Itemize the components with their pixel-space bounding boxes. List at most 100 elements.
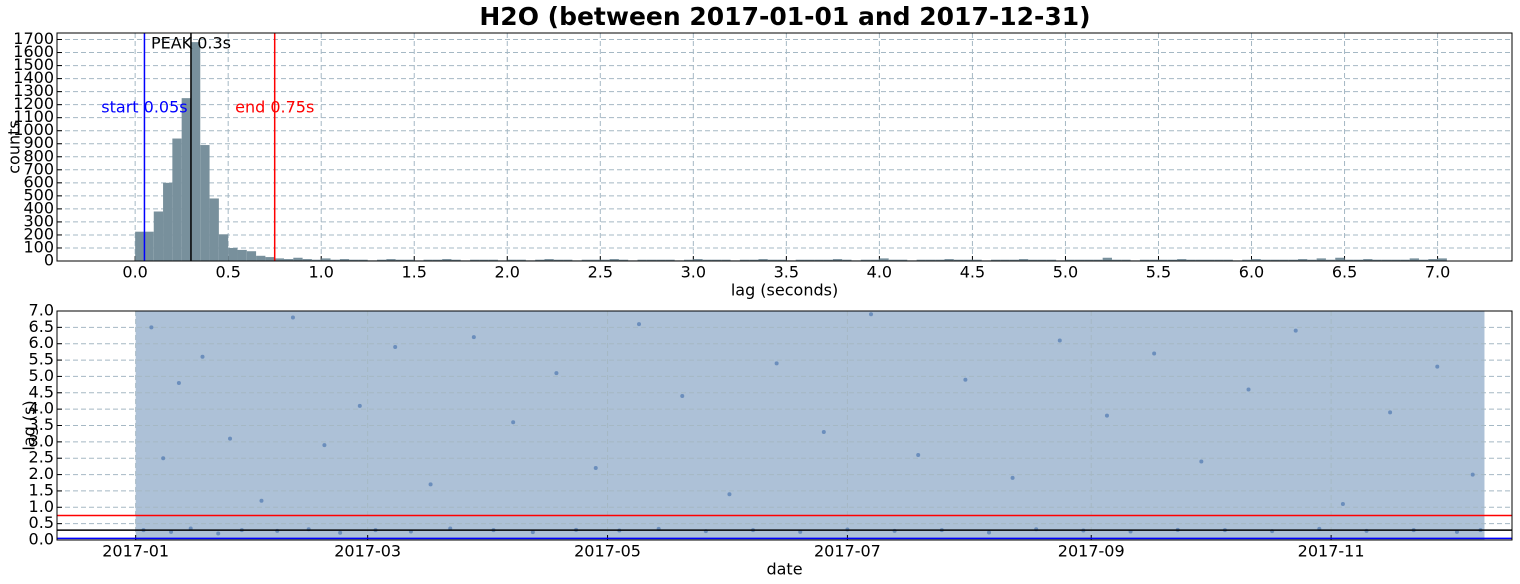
bar xyxy=(1298,259,1308,261)
bar xyxy=(721,259,731,261)
bar xyxy=(1214,259,1224,261)
point xyxy=(1199,459,1204,464)
bar xyxy=(860,259,871,261)
point xyxy=(1152,351,1157,356)
bar xyxy=(1074,259,1085,261)
bar xyxy=(897,259,908,261)
bar xyxy=(1353,259,1364,261)
y-tick-label: 100 xyxy=(23,237,54,256)
bar xyxy=(870,259,880,261)
x-tick-label: 2017-01 xyxy=(102,542,169,561)
bar xyxy=(600,259,610,261)
bar xyxy=(1279,259,1289,261)
bar xyxy=(1158,259,1168,261)
point xyxy=(1470,472,1475,477)
bar xyxy=(1177,259,1187,261)
bar xyxy=(656,259,666,261)
point xyxy=(1340,502,1345,507)
point xyxy=(149,325,154,330)
bar xyxy=(1037,259,1047,261)
point xyxy=(727,492,732,497)
bar xyxy=(767,259,778,261)
bar xyxy=(1437,258,1447,261)
bar xyxy=(1391,259,1401,261)
bar xyxy=(1195,259,1205,261)
x-axis-label: date xyxy=(766,560,802,579)
y-tick-label: 3.5 xyxy=(29,415,54,434)
x-tick-label: 2017-09 xyxy=(1058,542,1125,561)
x-tick-label: 6.5 xyxy=(1332,263,1357,282)
bar xyxy=(777,259,787,261)
bar xyxy=(507,259,517,261)
bar xyxy=(1000,259,1010,261)
x-tick-label: 4.5 xyxy=(960,263,985,282)
x-tick-label: 0.5 xyxy=(215,263,240,282)
point xyxy=(338,530,343,535)
bar xyxy=(925,259,936,261)
bar xyxy=(665,259,675,261)
y-tick-label: 300 xyxy=(23,211,54,230)
point xyxy=(1388,410,1393,415)
y-tick-label: 4.0 xyxy=(29,399,54,418)
bar xyxy=(832,259,843,261)
bar xyxy=(1065,259,1075,261)
y-tick-label: 400 xyxy=(23,198,54,217)
bar xyxy=(1418,259,1429,261)
x-tick-label: 2.0 xyxy=(495,263,520,282)
point xyxy=(1057,338,1062,343)
bar xyxy=(879,258,889,261)
y-tick-label: 7.0 xyxy=(29,301,54,320)
y-tick-label: 1300 xyxy=(13,81,54,100)
x-tick-label: 5.5 xyxy=(1146,263,1171,282)
point xyxy=(161,456,166,461)
bar xyxy=(1009,259,1019,261)
bar xyxy=(181,98,191,262)
bar xyxy=(618,259,629,261)
x-tick-label: 5.0 xyxy=(1053,263,1078,282)
bar xyxy=(814,259,824,261)
bar xyxy=(823,259,833,261)
bar xyxy=(135,231,145,261)
bar xyxy=(488,259,498,261)
bar xyxy=(1149,259,1159,261)
y-tick-label: 1700 xyxy=(13,29,54,48)
point xyxy=(554,371,559,376)
bar xyxy=(1344,259,1354,261)
bar xyxy=(153,211,164,261)
y-tick-label: 2.0 xyxy=(29,464,54,483)
x-tick-label: 2017-03 xyxy=(334,542,401,561)
bar xyxy=(1084,259,1094,261)
bar xyxy=(1102,257,1112,261)
bar xyxy=(563,259,573,261)
bar xyxy=(1028,259,1038,261)
point xyxy=(322,443,327,448)
y-tick-label: 3.0 xyxy=(29,431,54,450)
point xyxy=(259,498,264,503)
bar xyxy=(1223,259,1233,261)
bar xyxy=(581,259,591,261)
point xyxy=(593,466,598,471)
bar xyxy=(144,231,154,261)
bar xyxy=(451,259,461,261)
point xyxy=(200,354,205,359)
y-tick-label: 200 xyxy=(23,224,54,243)
marker-label: start 0.05s xyxy=(101,98,187,117)
y-tick-label: 0.5 xyxy=(29,513,54,532)
bar xyxy=(972,259,982,261)
x-tick-label: 2017-07 xyxy=(814,542,881,561)
bar xyxy=(1428,259,1438,261)
bar xyxy=(432,259,443,261)
point xyxy=(228,436,233,441)
bar xyxy=(442,259,452,261)
bar xyxy=(386,259,396,261)
x-tick-label: 1.5 xyxy=(402,263,427,282)
marker-label: end 0.75s xyxy=(235,98,314,117)
y-tick-label: 4.5 xyxy=(29,382,54,401)
bar xyxy=(377,259,387,261)
bar xyxy=(888,259,898,261)
bar xyxy=(609,259,619,261)
y-tick-label: 0 xyxy=(44,251,54,270)
y-tick-label: 700 xyxy=(23,159,54,178)
point xyxy=(1010,475,1015,480)
bar xyxy=(590,259,601,261)
